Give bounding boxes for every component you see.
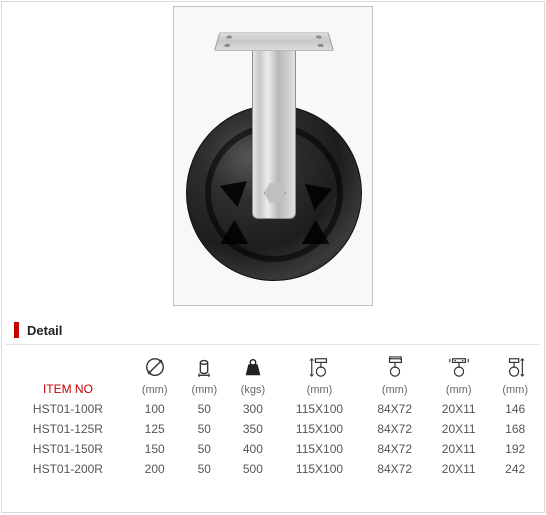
- cell-value: 400: [229, 439, 277, 459]
- cell-value: 150: [130, 439, 180, 459]
- wheel-width-icon: [179, 353, 229, 381]
- cell-value: 300: [229, 399, 277, 419]
- bolt-hole-icon: [427, 353, 490, 381]
- cell-value: 100: [130, 399, 180, 419]
- cell-value: 20X11: [427, 459, 490, 479]
- spec-header-icons: ITEM NO: [6, 353, 540, 381]
- cell-value: 50: [179, 459, 229, 479]
- caster-mount-plate-graphic: [214, 32, 334, 51]
- cell-itemno: HST01-125R: [6, 419, 130, 439]
- cell-value: 84X72: [362, 419, 427, 439]
- cell-value: 115X100: [277, 419, 363, 439]
- detail-section-header: Detail: [6, 318, 540, 345]
- spec-table: ITEM NO: [6, 353, 540, 479]
- cell-value: 84X72: [362, 399, 427, 419]
- page-frame: Detail ITEM NO: [1, 1, 545, 513]
- accent-bar: [14, 322, 19, 338]
- cell-value: 20X11: [427, 439, 490, 459]
- unit-label: (mm): [427, 381, 490, 399]
- cell-value: 200: [130, 459, 180, 479]
- cell-itemno: HST01-150R: [6, 439, 130, 459]
- cell-value: 242: [490, 459, 540, 479]
- table-row: HST01-100R 100 50 300 115X100 84X72 20X1…: [6, 399, 540, 419]
- cell-value: 20X11: [427, 419, 490, 439]
- wheel-diameter-icon: [130, 353, 180, 381]
- cell-value: 115X100: [277, 439, 363, 459]
- cell-value: 20X11: [427, 399, 490, 419]
- cell-value: 192: [490, 439, 540, 459]
- unit-label: (kgs): [229, 381, 277, 399]
- cell-value: 168: [490, 419, 540, 439]
- cell-value: 50: [179, 399, 229, 419]
- swivel-radius-icon: [490, 353, 540, 381]
- spec-table-body: HST01-100R 100 50 300 115X100 84X72 20X1…: [6, 399, 540, 479]
- cell-value: 146: [490, 399, 540, 419]
- table-row: HST01-150R 150 50 400 115X100 84X72 20X1…: [6, 439, 540, 459]
- unit-label: (mm): [490, 381, 540, 399]
- cell-value: 84X72: [362, 459, 427, 479]
- unit-label: (mm): [362, 381, 427, 399]
- cell-value: 50: [179, 419, 229, 439]
- load-capacity-icon: [229, 353, 277, 381]
- cell-value: 350: [229, 419, 277, 439]
- cell-value: 125: [130, 419, 180, 439]
- cell-value: 115X100: [277, 459, 363, 479]
- cell-value: 50: [179, 439, 229, 459]
- cell-itemno: HST01-100R: [6, 399, 130, 419]
- col-header-itemno: ITEM NO: [6, 353, 130, 399]
- overall-height-icon: [277, 353, 363, 381]
- table-row: HST01-200R 200 50 500 115X100 84X72 20X1…: [6, 459, 540, 479]
- product-image: [173, 6, 373, 306]
- plate-size-icon: [362, 353, 427, 381]
- unit-label: (mm): [130, 381, 180, 399]
- unit-label: (mm): [179, 381, 229, 399]
- cell-value: 500: [229, 459, 277, 479]
- cell-itemno: HST01-200R: [6, 459, 130, 479]
- cell-value: 115X100: [277, 399, 363, 419]
- table-row: HST01-125R 125 50 350 115X100 84X72 20X1…: [6, 419, 540, 439]
- cell-value: 84X72: [362, 439, 427, 459]
- unit-label: (mm): [277, 381, 363, 399]
- detail-label: Detail: [27, 323, 62, 338]
